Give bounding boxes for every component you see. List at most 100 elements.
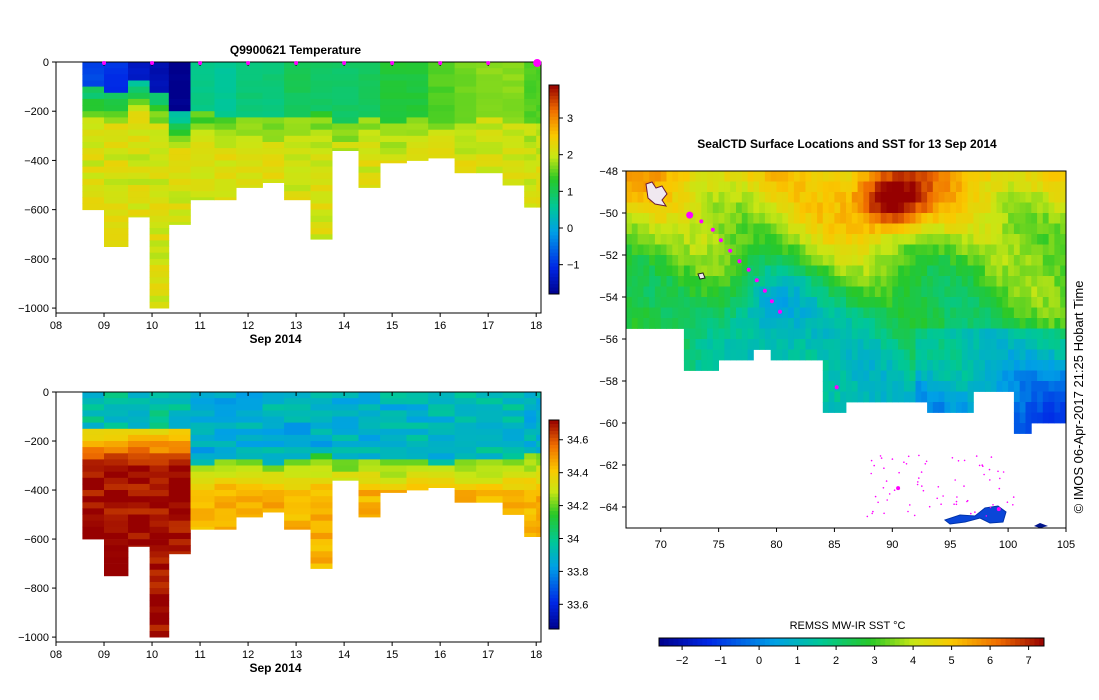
section-cell [149, 496, 170, 503]
section-cell [536, 191, 542, 198]
sst-cell [834, 402, 841, 413]
section-cell [104, 117, 129, 124]
colorbar-tick-label: 0 [756, 655, 762, 667]
section-cell [476, 422, 503, 430]
sst-cell [736, 307, 743, 319]
section-cell [502, 410, 525, 417]
sst-cell [631, 307, 638, 319]
sst-cell [967, 276, 974, 287]
section-cell [104, 459, 129, 466]
colorbar-swatch [549, 472, 559, 477]
sst-cell [880, 202, 887, 214]
section-cell [214, 197, 237, 201]
sst-cell [764, 265, 772, 277]
section-cell [149, 258, 170, 266]
sst-cell [811, 307, 818, 319]
sst-cell [828, 349, 835, 361]
colorbar-swatch [697, 638, 703, 646]
section-cell [284, 135, 311, 143]
colorbar-swatch [760, 638, 766, 646]
sst-cell [1013, 286, 1021, 298]
sst-cell [707, 276, 714, 287]
sst-cell [927, 318, 934, 329]
y-tick-label: −52 [599, 250, 618, 262]
section-cell [310, 465, 333, 472]
section-cell [476, 447, 503, 454]
colorbar-tick-label: 2 [567, 150, 573, 162]
sst-cell [1060, 265, 1067, 277]
track-point [978, 464, 981, 467]
colorbar-swatch [549, 496, 559, 501]
sst-cell [1031, 370, 1038, 382]
plot-frame [55, 61, 542, 314]
section-cell [168, 197, 191, 204]
sst-cell [666, 265, 673, 277]
sst-cell [909, 339, 916, 350]
sst-cell [828, 370, 835, 382]
section-cell [310, 392, 333, 399]
track-point [942, 495, 944, 497]
plot-frame [55, 391, 542, 643]
section-cell [358, 459, 381, 466]
sst-cell [863, 328, 870, 340]
section-cell [476, 410, 503, 417]
section-cell [82, 191, 105, 198]
sst-cell [840, 255, 847, 266]
sst-cell [967, 349, 974, 361]
sst-cell [1013, 213, 1021, 224]
sst-cell [799, 276, 806, 287]
sst-cell [834, 192, 841, 203]
section-cell [332, 428, 359, 436]
section-cell [214, 154, 237, 161]
section-cell [104, 532, 129, 540]
section-cell [406, 392, 429, 399]
section-cell [236, 514, 263, 518]
x-tick-label: 14 [338, 649, 350, 661]
sst-cell [984, 370, 992, 382]
section-cell [380, 471, 407, 479]
sst-cell [967, 370, 974, 382]
section-cell [310, 557, 333, 564]
section-cell [214, 422, 237, 430]
section-cell [310, 135, 333, 143]
sst-cell [759, 339, 766, 350]
sst-cell [712, 328, 719, 340]
section-cell [284, 129, 311, 137]
section-cell [332, 129, 359, 137]
sst-cell [759, 318, 766, 329]
sst-cell [950, 192, 957, 203]
sst-cell [950, 213, 957, 224]
sst-cell [938, 349, 945, 361]
colorbar-swatch [549, 137, 559, 142]
section-cell [502, 62, 525, 69]
sst-cell [712, 349, 719, 361]
sst-cell [689, 234, 696, 245]
section-cell [332, 142, 359, 149]
sst-cell [1008, 276, 1015, 287]
section-cell [168, 111, 191, 118]
section-cell [358, 166, 381, 174]
section-cell [358, 172, 381, 180]
sst-cell [753, 318, 760, 329]
colorbar-swatch [769, 638, 775, 646]
section-cell [310, 62, 333, 69]
sst-cell [770, 339, 777, 350]
section-cell [262, 496, 285, 503]
section-cell [380, 160, 407, 164]
sst-cell [701, 328, 708, 340]
track-point [985, 515, 988, 517]
sst-cell [730, 213, 737, 224]
sst-cell [869, 391, 876, 403]
sst-cell [793, 234, 801, 245]
sst-cell [741, 244, 748, 256]
section-cell [380, 465, 407, 472]
sst-cell [921, 171, 928, 182]
sst-cell [654, 318, 662, 329]
sst-cell [637, 297, 644, 308]
sst-cell [950, 370, 957, 382]
sst-cell [898, 202, 905, 214]
sst-cell [776, 244, 783, 256]
section-cell [502, 483, 525, 491]
sst-cell [863, 255, 870, 266]
sst-cell [944, 171, 951, 182]
